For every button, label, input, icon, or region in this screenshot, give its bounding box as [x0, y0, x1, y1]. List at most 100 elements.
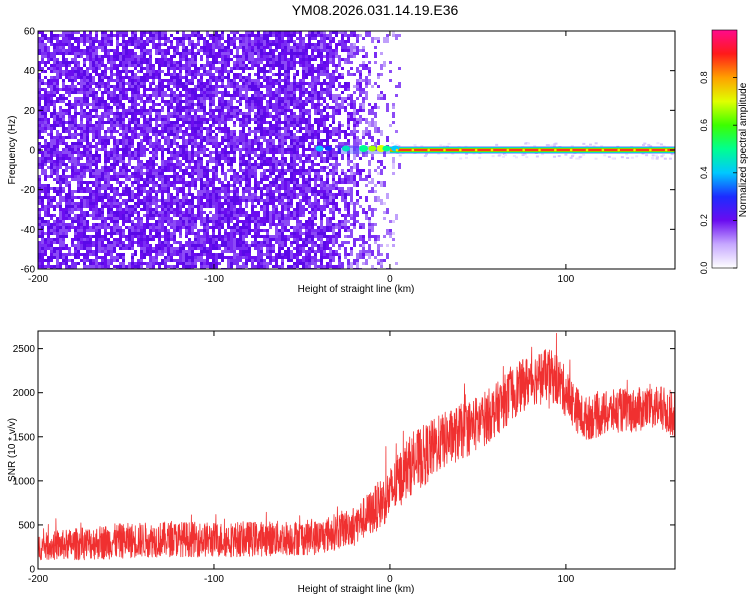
heatmap-noise-cell — [104, 154, 107, 157]
heatmap-noise-cell — [197, 52, 200, 55]
heatmap-noise-cell — [212, 142, 215, 145]
heatmap-noise-cell — [89, 46, 92, 49]
heatmap-noise-cell — [224, 106, 227, 109]
heatmap-noise-cell — [167, 169, 170, 172]
heatmap-noise-cell — [257, 115, 260, 118]
heatmap-noise-cell — [227, 208, 230, 211]
heatmap-noise-cell — [53, 145, 56, 148]
heatmap-noise-cell — [251, 244, 254, 247]
heatmap-noise-cell — [221, 106, 224, 109]
heatmap-noise-cell — [215, 37, 218, 43]
heatmap-noise-cell — [65, 184, 68, 187]
heatmap-noise-cell — [251, 256, 254, 259]
heatmap-noise-cell — [230, 226, 233, 229]
heatmap-noise-cell — [146, 148, 149, 151]
heatmap-noise-cell — [212, 97, 215, 100]
heatmap-noise-cell — [146, 196, 149, 202]
heatmap-noise-cell — [47, 85, 50, 88]
heatmap-noise-cell — [221, 109, 224, 112]
heatmap-noise-cell — [197, 235, 200, 238]
heatmap-noise-cell — [236, 91, 239, 94]
heatmap-noise-cell — [260, 97, 263, 103]
heatmap-noise-cell — [77, 175, 80, 181]
heatmap-noise-cell — [224, 220, 227, 223]
heatmap-noise-cell — [155, 115, 158, 118]
heatmap-noise-cell — [68, 145, 71, 148]
heatmap-noise-cell — [83, 88, 86, 91]
heatmap-noise-cell — [173, 133, 176, 136]
heatmap-noise-cell — [128, 247, 131, 250]
heatmap-noise-cell — [41, 202, 44, 208]
heatmap-noise-cell — [104, 67, 107, 70]
heatmap-noise-cell — [227, 265, 230, 269]
heatmap-noise-cell — [275, 226, 278, 229]
heatmap-noise-cell — [188, 70, 191, 76]
heatmap-noise-cell — [278, 106, 281, 109]
heatmap-noise-cell — [122, 262, 125, 265]
heatmap-noise-cell — [125, 142, 128, 145]
heatmap-noise-cell — [80, 187, 83, 190]
heatmap-noise-cell — [53, 238, 56, 241]
heatmap-noise-cell — [125, 46, 128, 49]
heatmap-noise-cell — [137, 70, 140, 73]
heatmap-noise-cell — [62, 220, 65, 223]
heatmap-noise-cell — [281, 259, 284, 262]
heatmap-noise-cell — [200, 76, 203, 79]
heatmap-noise-cell — [158, 139, 161, 142]
heatmap-noise-cell — [293, 55, 296, 61]
heatmap-noise-cell — [44, 148, 47, 151]
heatmap-noise-cell — [230, 52, 233, 55]
heatmap-noise-cell — [134, 157, 137, 160]
heatmap-noise-cell — [242, 208, 245, 211]
heatmap-noise-cell — [56, 43, 59, 46]
heatmap-noise-cell — [152, 163, 155, 166]
heatmap-noise-cell — [113, 178, 116, 181]
heatmap-noise-cell — [269, 58, 272, 61]
heatmap-noise-cell — [203, 235, 206, 238]
heatmap-noise-cell — [224, 256, 227, 259]
heatmap-noise-cell — [98, 196, 101, 199]
heatmap-noise-cell — [95, 175, 98, 178]
heatmap-noise-cell — [110, 157, 113, 160]
heatmap-noise-cell — [77, 187, 80, 190]
heatmap-noise-cell — [146, 202, 149, 205]
heatmap-noise-cell — [266, 217, 269, 220]
heatmap-noise-cell — [161, 115, 164, 118]
heatmap-noise-cell — [62, 100, 65, 103]
heatmap-noise-cell — [164, 139, 167, 142]
heatmap-noise-cell — [257, 118, 260, 121]
heatmap-noise-cell — [212, 43, 215, 49]
heatmap-noise-cell — [209, 253, 212, 259]
heatmap-noise-cell — [152, 256, 155, 259]
heatmap-noise-cell — [161, 151, 164, 157]
heatmap-noise-cell — [236, 172, 239, 175]
heatmap-noise-cell — [176, 214, 179, 217]
heatmap-noise-cell — [176, 85, 179, 88]
heatmap-noise-cell — [161, 184, 164, 187]
heatmap-noise-cell — [176, 76, 179, 79]
heatmap-noise-cell — [230, 238, 233, 241]
heatmap-noise-cell — [236, 208, 239, 214]
heatmap-noise-cell — [203, 91, 206, 94]
heatmap-noise-cell — [272, 94, 275, 97]
heatmap-noise-cell — [137, 211, 140, 214]
heatmap-noise-cell — [50, 67, 53, 70]
heatmap-noise-cell — [92, 88, 95, 91]
heatmap-noise-cell — [65, 253, 68, 256]
heatmap-noise-cell — [110, 100, 113, 103]
heatmap-noise-cell — [194, 196, 197, 199]
heatmap-noise-cell — [257, 67, 260, 70]
heatmap-noise-cell — [224, 55, 227, 58]
heatmap-noise-cell — [254, 142, 257, 145]
heatmap-noise-cell — [77, 205, 80, 208]
heatmap-noise-cell — [143, 205, 146, 208]
heatmap-noise-cell — [38, 112, 41, 115]
heatmap-noise-cell — [86, 202, 89, 208]
heatmap-noise-cell — [197, 196, 200, 199]
heatmap-noise-cell — [155, 136, 158, 142]
heatmap-noise-cell — [248, 253, 251, 259]
heatmap-noise-cell — [239, 241, 242, 244]
heatmap-noise-cell — [257, 235, 260, 238]
heatmap-noise-cell — [122, 160, 125, 163]
heatmap-noise-cell — [278, 163, 281, 166]
